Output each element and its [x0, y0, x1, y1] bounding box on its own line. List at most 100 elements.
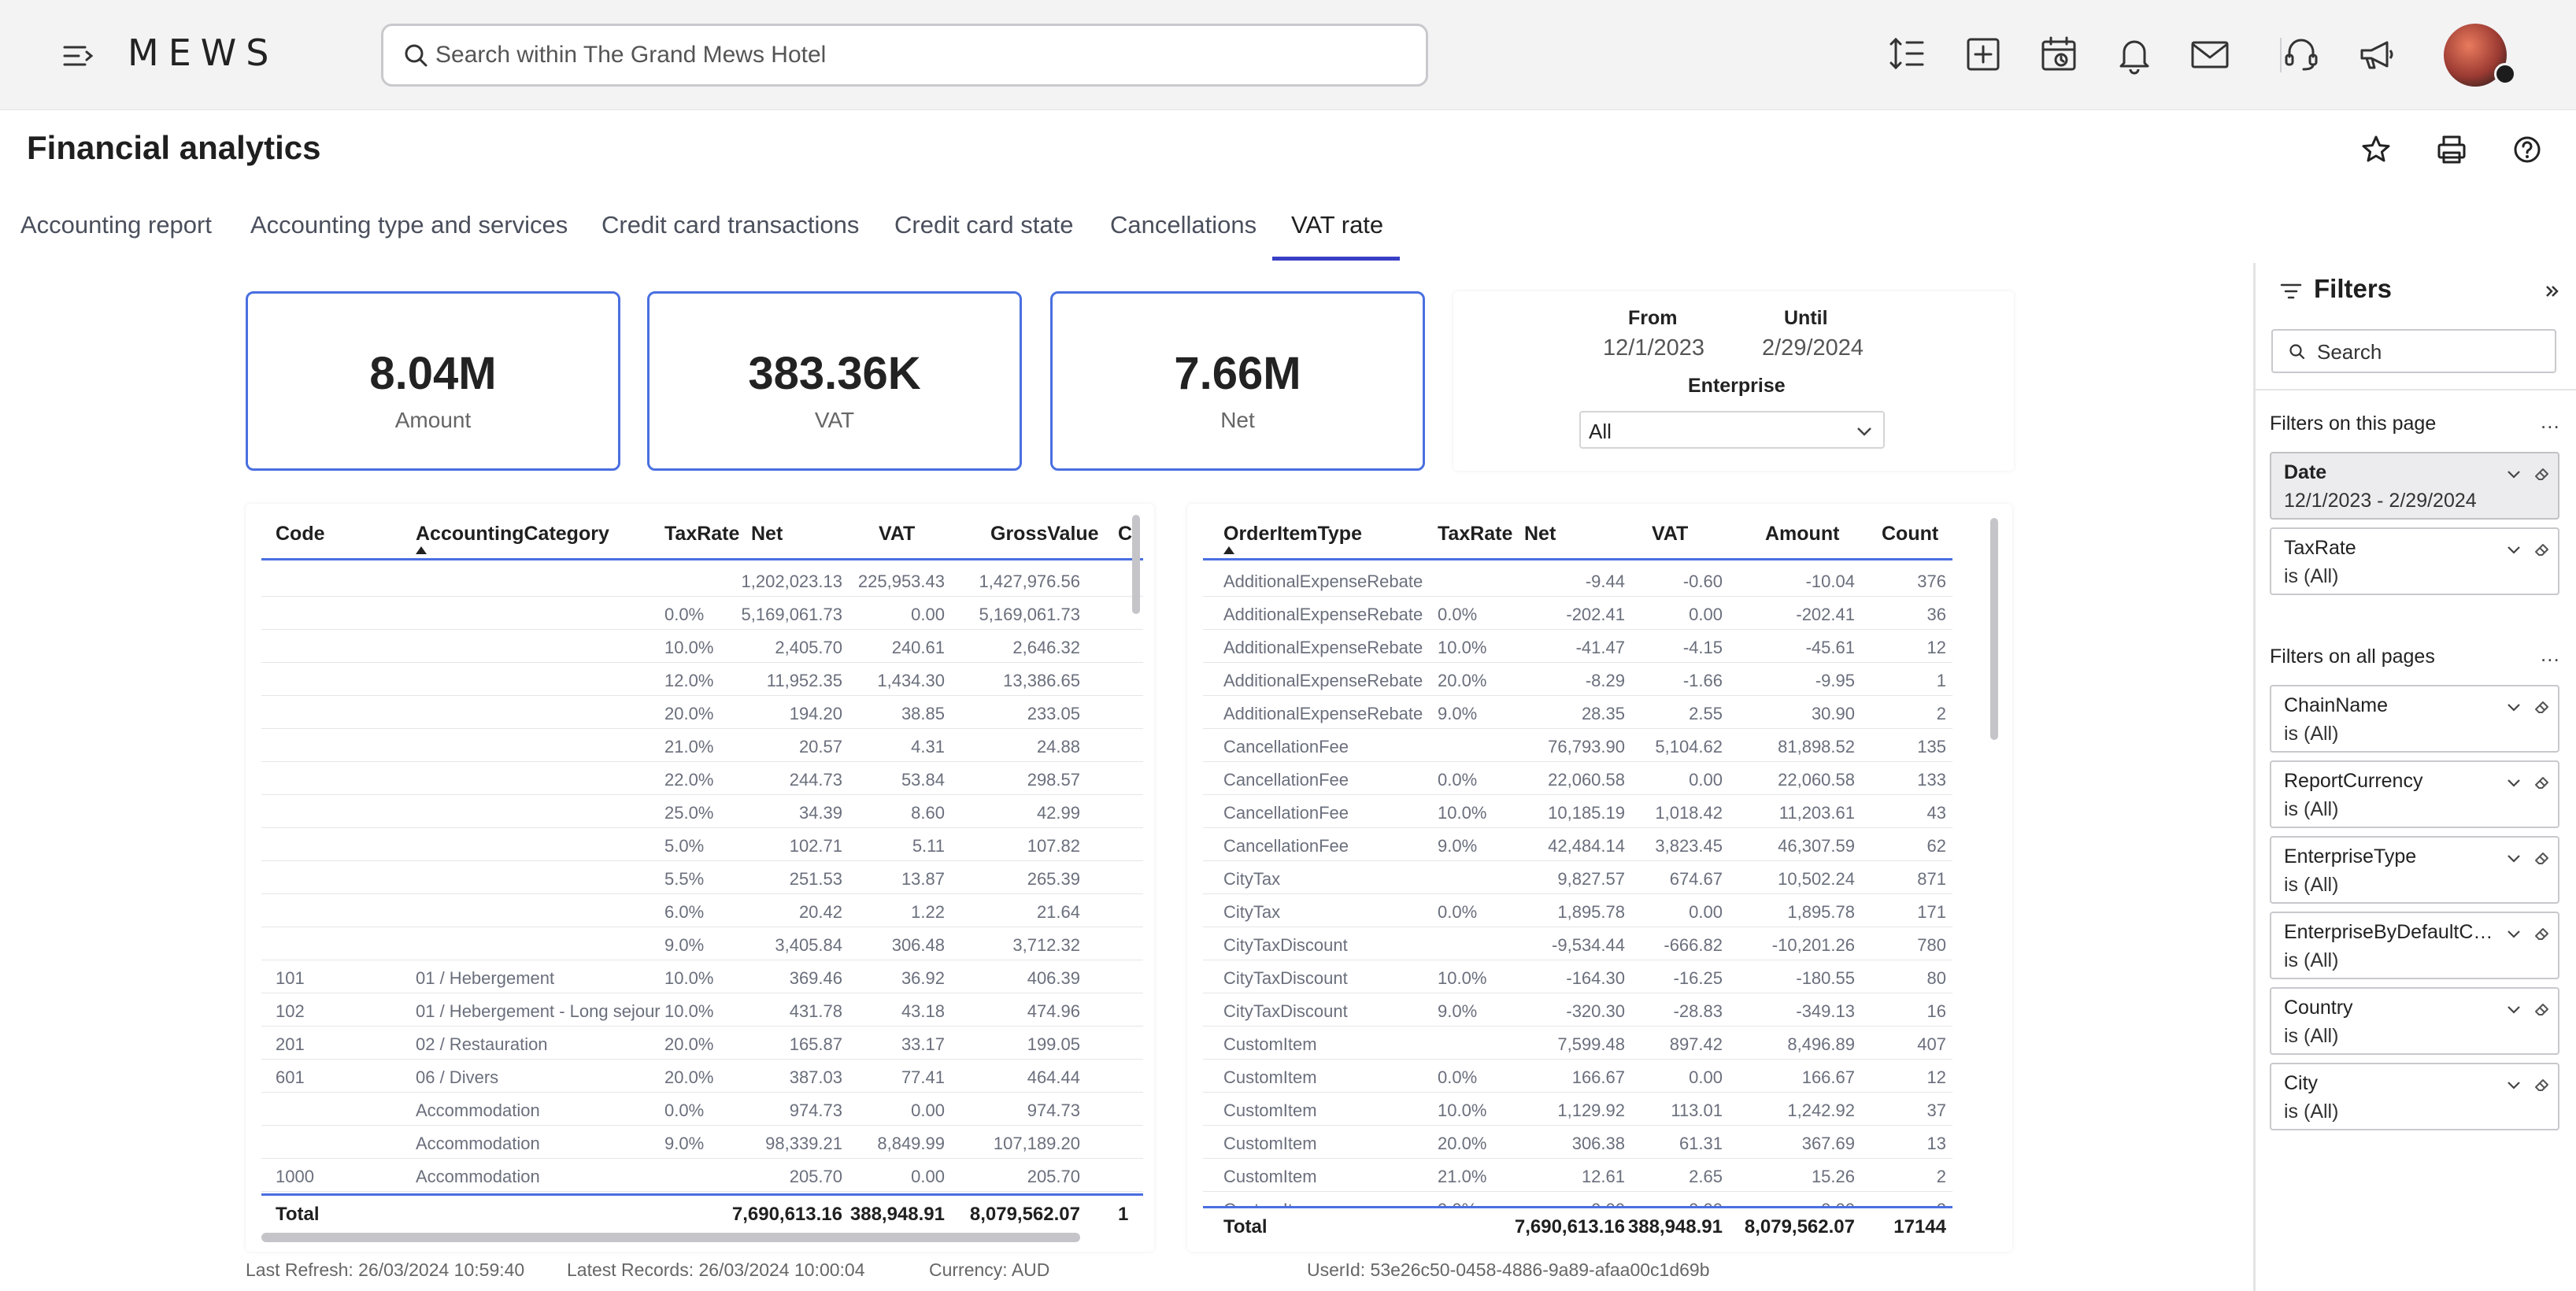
- vertical-scrollbar[interactable]: [1132, 515, 1140, 614]
- clear-filter-icon[interactable]: [2533, 924, 2552, 943]
- table-row[interactable]: CustomItem 20.0% 306.38 61.31 367.69 13: [1203, 1126, 1952, 1159]
- column-header-code[interactable]: Code: [276, 523, 325, 545]
- vertical-scrollbar[interactable]: [1990, 518, 1998, 740]
- clear-filter-icon[interactable]: [2533, 464, 2552, 483]
- column-header-count[interactable]: Count: [1882, 523, 1939, 545]
- mews-logo[interactable]: MEWS: [128, 31, 279, 74]
- table-row[interactable]: 22.0% 244.73 53.84 298.57: [261, 762, 1143, 795]
- tab-cancellations[interactable]: Cancellations: [1110, 211, 1257, 239]
- table-row[interactable]: CustomItem 0.0% 166.67 0.00 166.67 12: [1203, 1060, 1952, 1093]
- table-row[interactable]: 6.0% 20.42 1.22 21.64: [261, 894, 1143, 927]
- column-header-order-item-type[interactable]: OrderItemType: [1223, 523, 1362, 545]
- table-row[interactable]: AdditionalExpenseRebate 9.0% 28.35 2.55 30.9…: [1203, 696, 1952, 729]
- from-date[interactable]: 12/1/2023: [1603, 335, 1705, 361]
- column-header-net[interactable]: Net: [1524, 523, 1556, 545]
- clear-filter-icon[interactable]: [2533, 697, 2552, 716]
- clear-filter-icon[interactable]: [2533, 1075, 2552, 1094]
- chevron-down-icon[interactable]: [2504, 464, 2523, 483]
- column-header-taxrate[interactable]: TaxRate: [664, 523, 740, 545]
- table-row[interactable]: CityTaxDiscount 10.0% -164.30 -16.25 -180.55…: [1203, 960, 1952, 993]
- megaphone-icon[interactable]: [2356, 33, 2398, 76]
- menu-icon[interactable]: [61, 39, 94, 72]
- table-row[interactable]: 25.0% 34.39 8.60 42.99: [261, 795, 1143, 828]
- plus-square-icon[interactable]: [1962, 33, 2004, 76]
- kpi-card-amount[interactable]: 8.04M Amount: [246, 291, 620, 471]
- clear-filter-icon[interactable]: [2533, 773, 2552, 792]
- mail-icon[interactable]: [2189, 33, 2231, 76]
- filters-search[interactable]: [2271, 329, 2556, 373]
- column-header-c[interactable]: C: [1118, 523, 1133, 545]
- more-options-icon[interactable]: ...: [2541, 642, 2560, 666]
- column-header-amount[interactable]: Amount: [1765, 523, 1840, 545]
- filter-card-city[interactable]: City is (All): [2270, 1063, 2559, 1130]
- table-row[interactable]: Accommodation 0.0% 974.73 0.00 974.73: [261, 1093, 1143, 1126]
- star-icon[interactable]: [2357, 131, 2395, 168]
- table-row[interactable]: 0.0% 5,169,061.73 0.00 5,169,061.73: [261, 597, 1143, 630]
- chevron-down-icon[interactable]: [2504, 540, 2523, 559]
- table-row[interactable]: 1000 Accommodation 205.70 0.00 205.70: [261, 1159, 1143, 1192]
- calendar-icon[interactable]: [2037, 33, 2080, 76]
- table-row[interactable]: 5.5% 251.53 13.87 265.39: [261, 861, 1143, 894]
- table-row[interactable]: 5.0% 102.71 5.11 107.82: [261, 828, 1143, 861]
- clear-filter-icon[interactable]: [2533, 1000, 2552, 1019]
- table-row[interactable]: CancellationFee 76,793.90 5,104.62 81,898.5…: [1203, 729, 1952, 762]
- chevron-down-icon[interactable]: [2504, 1075, 2523, 1094]
- column-header-vat[interactable]: VAT: [879, 523, 916, 545]
- tab-accounting-type-and-services[interactable]: Accounting type and services: [250, 211, 568, 239]
- column-header-vat[interactable]: VAT: [1652, 523, 1689, 545]
- table-row[interactable]: CityTaxDiscount -9,534.44 -666.82 -10,201.2…: [1203, 927, 1952, 960]
- until-date[interactable]: 2/29/2024: [1762, 335, 1864, 361]
- table-row[interactable]: 1,202,023.13 225,953.43 1,427,976.56: [261, 564, 1143, 597]
- table-row[interactable]: AdditionalExpenseRebate 0.0% -202.41 0.00 -2…: [1203, 597, 1952, 630]
- table-row[interactable]: 102 01 / Hebergement - Long sejour 10.0% 43…: [261, 993, 1143, 1027]
- table-row[interactable]: 12.0% 11,952.35 1,434.30 13,386.65: [261, 663, 1143, 696]
- kpi-card-vat[interactable]: 383.36K VAT: [647, 291, 1022, 471]
- table-row[interactable]: 601 06 / Divers 20.0% 387.03 77.41 464.44: [261, 1060, 1143, 1093]
- table-row[interactable]: CancellationFee 9.0% 42,484.14 3,823.45 46,3…: [1203, 828, 1952, 861]
- more-icon[interactable]: [2494, 63, 2516, 85]
- table-row[interactable]: CustomItem 10.0% 1,129.92 113.01 1,242.92 37: [1203, 1093, 1952, 1126]
- table-row[interactable]: 9.0% 3,405.84 306.48 3,712.32: [261, 927, 1143, 960]
- tab-credit-card-state[interactable]: Credit card state: [894, 211, 1074, 239]
- column-header-accounting-category[interactable]: AccountingCategory: [416, 523, 609, 545]
- tab-credit-card-transactions[interactable]: Credit card transactions: [601, 211, 860, 239]
- table-row[interactable]: AdditionalExpenseRebate 10.0% -41.47 -4.15 -…: [1203, 630, 1952, 663]
- line-spacing-icon[interactable]: [1886, 33, 1929, 76]
- filter-card-chainname[interactable]: ChainName is (All): [2270, 685, 2559, 753]
- filter-card-date[interactable]: Date 12/1/2023 - 2/29/2024: [2270, 452, 2559, 520]
- table-row[interactable]: AdditionalExpenseRebate 20.0% -8.29 -1.66 -9…: [1203, 663, 1952, 696]
- filter-card-enterprisebydefaultcurrency[interactable]: EnterpriseByDefaultCur... is (All): [2270, 912, 2559, 979]
- table-row[interactable]: CancellationFee 0.0% 22,060.58 0.00 22,060.5…: [1203, 762, 1952, 795]
- table-row[interactable]: Accommodation 9.0% 98,339.21 8,849.99 107,18…: [261, 1126, 1143, 1159]
- column-header-net[interactable]: Net: [751, 523, 783, 545]
- table-row[interactable]: CityTax 9,827.57 674.67 10,502.24 871: [1203, 861, 1952, 894]
- filter-card-enterprisetype[interactable]: EnterpriseType is (All): [2270, 836, 2559, 904]
- column-header-grossvalue[interactable]: GrossValue: [990, 523, 1099, 545]
- table-row[interactable]: CustomItem 21.0% 12.61 2.65 15.26 2: [1203, 1159, 1952, 1192]
- table-row[interactable]: CityTax 0.0% 1,895.78 0.00 1,895.78 171: [1203, 894, 1952, 927]
- clear-filter-icon[interactable]: [2533, 540, 2552, 559]
- headset-icon[interactable]: [2280, 33, 2322, 76]
- tab-accounting-report[interactable]: Accounting report: [20, 211, 212, 239]
- chevron-down-icon[interactable]: [2504, 773, 2523, 792]
- tab-vat-rate[interactable]: VAT rate: [1291, 211, 1384, 239]
- chevron-down-icon[interactable]: [2504, 849, 2523, 867]
- enterprise-dropdown[interactable]: All: [1579, 411, 1885, 449]
- filter-card-reportcurrency[interactable]: ReportCurrency is (All): [2270, 760, 2559, 828]
- table-row[interactable]: 10.0% 2,405.70 240.61 2,646.32: [261, 630, 1143, 663]
- filters-search-input[interactable]: [2317, 337, 2545, 367]
- table-row[interactable]: CustomItem 7,599.48 897.42 8,496.89 407: [1203, 1027, 1952, 1060]
- global-search-input[interactable]: [435, 34, 1412, 76]
- more-options-icon[interactable]: ...: [2541, 409, 2560, 433]
- table-row[interactable]: AdditionalExpenseRebate -9.44 -0.60 -10.04 3…: [1203, 564, 1952, 597]
- bell-icon[interactable]: [2113, 33, 2156, 76]
- chevron-down-icon[interactable]: [2504, 1000, 2523, 1019]
- column-header-taxrate[interactable]: TaxRate: [1438, 523, 1513, 545]
- chevron-down-icon[interactable]: [2504, 924, 2523, 943]
- table-row[interactable]: 21.0% 20.57 4.31 24.88: [261, 729, 1143, 762]
- filter-card-country[interactable]: Country is (All): [2270, 987, 2559, 1055]
- filter-card-taxrate[interactable]: TaxRate is (All): [2270, 527, 2559, 595]
- global-search[interactable]: [381, 24, 1428, 87]
- collapse-pane-icon[interactable]: [2541, 280, 2563, 302]
- printer-icon[interactable]: [2433, 131, 2471, 168]
